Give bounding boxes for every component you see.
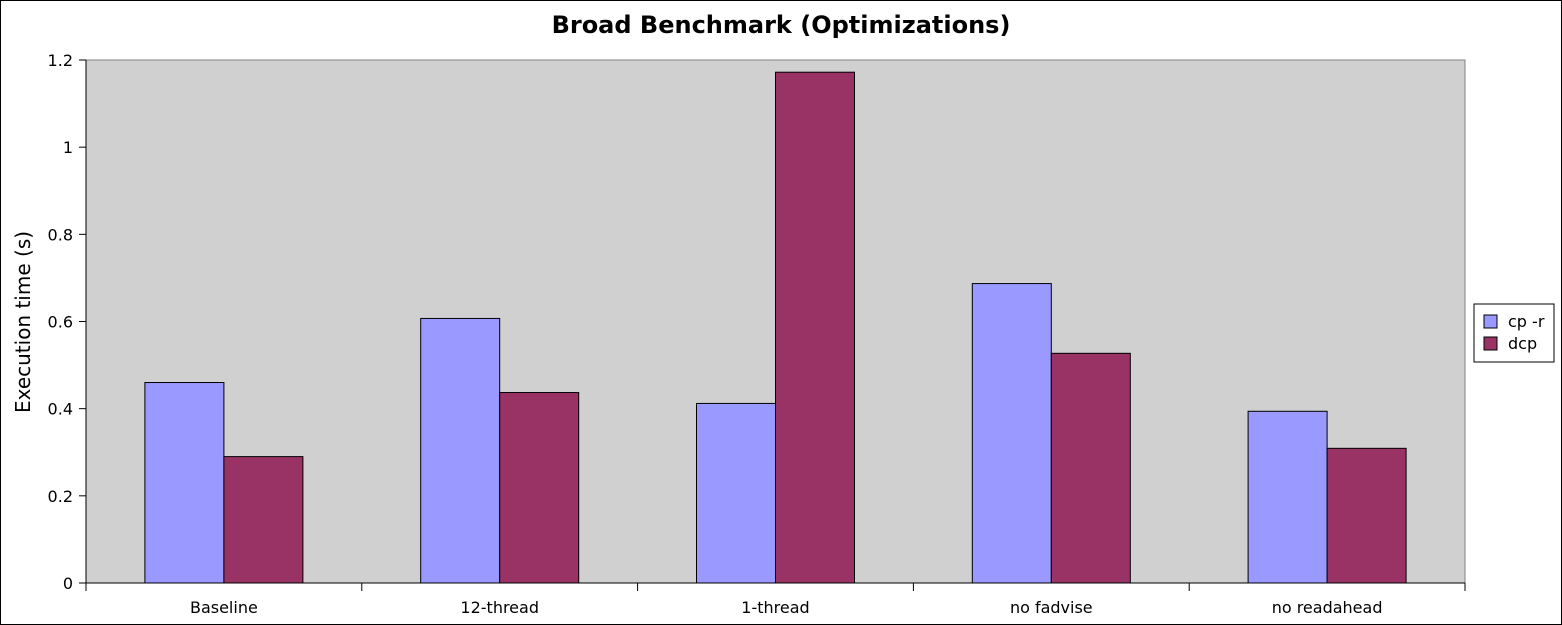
legend-label-dcp: dcp bbox=[1508, 334, 1537, 353]
legend-swatch-dcp bbox=[1483, 336, 1498, 351]
x-tick-label-no-readahead: no readahead bbox=[1272, 598, 1383, 617]
y-axis: 0 0.2 0.4 0.6 0.8 1 1.2 bbox=[48, 51, 87, 593]
bar-dcp-no-readahead bbox=[1326, 447, 1407, 584]
y-tick-label: 0.8 bbox=[48, 225, 73, 244]
bar-cp-r-12-thread bbox=[420, 317, 501, 584]
y-tick-label: 0.2 bbox=[48, 487, 73, 506]
bar-cp-r-no-readahead bbox=[1247, 410, 1328, 584]
x-tick-label-1-thread: 1-thread bbox=[741, 598, 809, 617]
legend-box bbox=[1473, 303, 1555, 363]
bar-cp-r-no-fadvise bbox=[971, 283, 1052, 584]
bars-group bbox=[144, 71, 1407, 584]
bar-dcp-1-thread bbox=[775, 71, 855, 584]
x-tick-label-no-fadvise: no fadvise bbox=[1010, 598, 1093, 617]
legend: cp -r dcp bbox=[1473, 303, 1555, 363]
legend-label-cp-r: cp -r bbox=[1508, 312, 1545, 331]
y-tick-label: 1.2 bbox=[48, 51, 73, 70]
y-tick-label: 0 bbox=[63, 574, 73, 593]
x-tick-label-12-thread: 12-thread bbox=[460, 598, 539, 617]
bar-dcp-no-fadvise bbox=[1050, 352, 1131, 584]
bar-dcp-12-thread bbox=[499, 392, 580, 584]
y-tick-label: 1 bbox=[63, 138, 73, 157]
bar-dcp-baseline bbox=[223, 456, 304, 584]
y-tick-label: 0.4 bbox=[48, 400, 73, 419]
legend-swatch-cp-r bbox=[1483, 314, 1498, 329]
bar-cp-r-baseline bbox=[144, 382, 225, 584]
x-axis: Baseline 12-thread 1-thread no fadvise no re… bbox=[85, 582, 1466, 617]
chart-title: Broad Benchmark (Optimizations) bbox=[552, 11, 1011, 39]
y-axis-title: Execution time (s) bbox=[11, 231, 35, 413]
bar-cp-r-1-thread bbox=[696, 402, 776, 584]
x-tick-label-baseline: Baseline bbox=[190, 598, 258, 617]
y-tick-label: 0.6 bbox=[48, 313, 73, 332]
